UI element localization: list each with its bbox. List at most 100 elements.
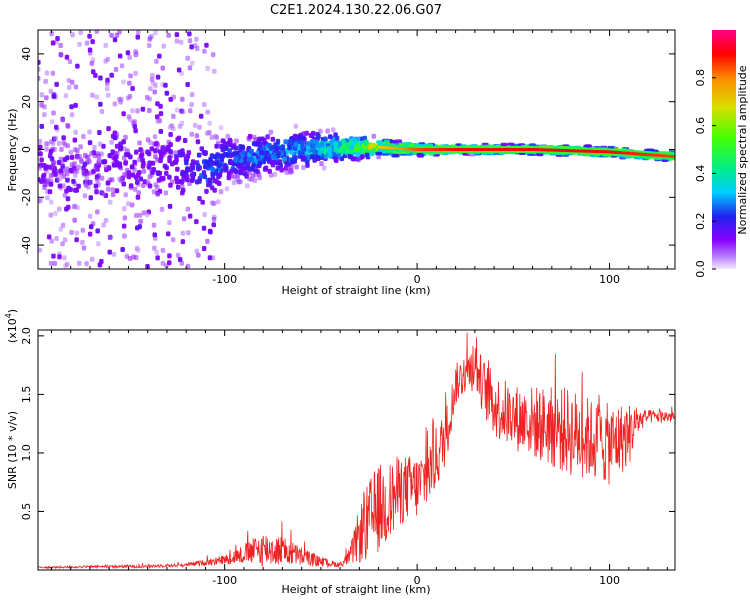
spectrogram-cell — [341, 144, 346, 150]
spectrogram-cell — [270, 162, 276, 168]
spectrogram-cell — [262, 166, 268, 172]
spectrogram-cell — [416, 154, 424, 158]
colorbar-label: Normalized spectral amplitude — [736, 65, 749, 234]
spectrogram-cell — [38, 151, 43, 157]
colorbar-tick-label: 0.6 — [694, 117, 707, 135]
spectrogram-cell — [124, 167, 130, 173]
spectrogram-track-core — [643, 152, 647, 156]
spectrogram-cell — [269, 146, 274, 152]
spectrogram-cell — [180, 109, 186, 115]
spectrogram-cell — [112, 37, 118, 43]
spectrogram-cells — [38, 30, 675, 269]
spectrogram-cell — [87, 213, 93, 219]
spectrogram-track-core — [458, 148, 462, 151]
spectrogram-track-core — [606, 150, 610, 154]
spectrogram-cell — [227, 142, 233, 148]
spectrogram-cell — [341, 139, 346, 145]
spectrogram-cell — [246, 157, 252, 163]
spectrogram-cell — [375, 151, 383, 156]
y-tick-label: 40 — [20, 47, 33, 61]
spectrogram-cell — [38, 144, 43, 150]
spectrogram-cell — [187, 65, 193, 71]
spectrogram-cell — [112, 135, 118, 141]
spectrogram-cell — [152, 232, 157, 238]
spectrogram-cell — [69, 162, 75, 168]
spectrogram-cell — [69, 229, 74, 235]
spectrogram-cell — [225, 133, 230, 139]
spectrogram-cell — [95, 228, 100, 234]
spectrogram-cell — [189, 172, 195, 178]
spectrogram-cell — [294, 164, 299, 170]
spectrogram-cell — [185, 55, 190, 61]
spectrogram-cell — [180, 96, 185, 102]
spectrogram-cell — [41, 174, 46, 180]
colorbar-tick-label: 0.8 — [694, 69, 707, 87]
spectrogram-cell — [167, 260, 172, 266]
spectrogram-cell — [130, 172, 136, 178]
spectrogram-cell — [80, 240, 85, 245]
spectrogram-cell — [47, 189, 53, 195]
spectrogram-track-core — [569, 149, 573, 153]
spectrogram-cell — [315, 143, 321, 149]
spectrogram-cell — [195, 139, 201, 145]
y-tick-label: -20 — [20, 188, 33, 206]
spectrogram-track-core — [617, 151, 621, 155]
spectrogram-cell — [155, 192, 161, 197]
spectrogram-cell — [217, 162, 222, 168]
snr-scale-prefix: (x10 — [6, 318, 19, 343]
spectrogram-cell — [125, 50, 131, 56]
spectrogram-cell — [94, 188, 99, 194]
spectrogram-cell — [103, 164, 109, 170]
snr-y-scale-note: (x104) — [4, 309, 19, 343]
spectrogram-cell — [231, 180, 237, 186]
spectrogram-cell — [362, 135, 368, 141]
spectrogram-cell — [81, 134, 86, 139]
spectrogram-cell — [133, 255, 139, 260]
spectrogram-cell — [147, 183, 153, 189]
spectrogram-cell — [63, 93, 69, 99]
spectrogram-cell — [316, 133, 321, 139]
spectrogram-cell — [101, 222, 106, 228]
spectrogram-cell — [197, 196, 202, 201]
spectrogram-cell — [112, 101, 118, 107]
spectrogram-track-core — [472, 148, 476, 151]
spectrogram-cell — [300, 156, 306, 162]
spectrogram-track-core — [493, 148, 497, 151]
spectrogram-cell — [71, 204, 77, 210]
spectrogram-cell — [217, 172, 222, 178]
spectrogram-cell — [292, 158, 297, 164]
spectrogram-cell — [185, 263, 191, 269]
spectrogram-cell — [305, 162, 310, 168]
spectrogram-track-core — [520, 148, 524, 151]
spectrogram-track-core — [557, 148, 561, 152]
x-tick-label: 100 — [599, 273, 620, 286]
spectrogram-cell — [152, 141, 157, 147]
spectrogram-cell — [137, 140, 142, 146]
spectrogram-cell — [164, 90, 170, 96]
spectrogram-track-core — [670, 154, 674, 158]
spectrogram-cell — [109, 139, 114, 145]
spectrogram-cell — [301, 135, 306, 141]
spectrogram-cell — [117, 53, 123, 59]
spectrogram-cell — [95, 209, 100, 215]
spectrogram-track-core — [391, 146, 395, 150]
spectrogram-cell — [208, 229, 213, 235]
spectrogram-cell — [216, 199, 221, 205]
spectrogram-track-core — [562, 149, 566, 152]
spectrogram-cell — [127, 117, 133, 123]
spectrogram-cell — [239, 163, 244, 169]
spectrogram-cell — [391, 153, 399, 158]
spectrogram-cell — [125, 95, 131, 101]
figure-title: C2E1.2024.130.22.06.G07 — [270, 3, 442, 18]
spectrogram-cell — [257, 161, 263, 166]
colorbar-tick-label: 0.4 — [694, 165, 707, 183]
spectrogram-cell — [287, 169, 293, 175]
spectrogram-cell — [97, 130, 102, 135]
spectrogram-track-core — [580, 149, 584, 153]
spectrogram-cell — [160, 247, 166, 253]
spectrogram-cell — [137, 224, 142, 230]
spectrogram-cell — [166, 32, 171, 38]
spectrogram-cell — [213, 154, 218, 160]
spectrogram-track-core — [673, 155, 675, 159]
spectrogram-track-core — [634, 152, 637, 156]
